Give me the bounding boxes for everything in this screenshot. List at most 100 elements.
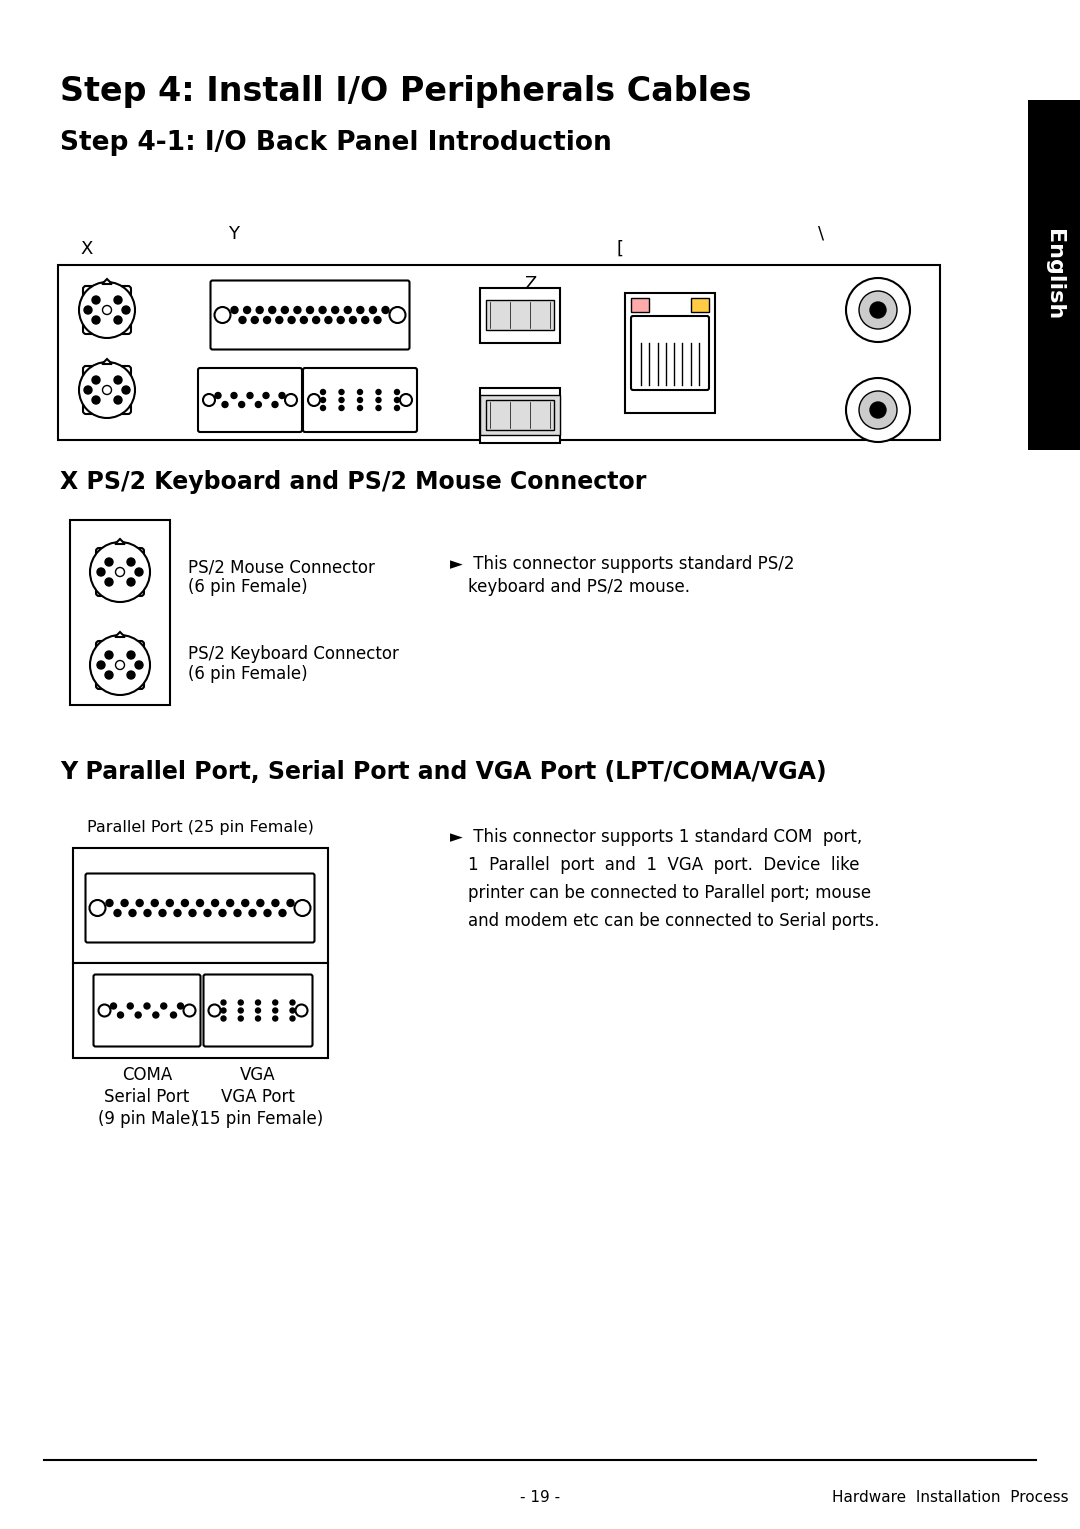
Circle shape [287,899,294,907]
Circle shape [215,307,230,323]
Circle shape [79,362,135,417]
Circle shape [294,306,301,313]
Circle shape [135,661,143,670]
Bar [72,963,327,1058]
Text: (6 pin Female): (6 pin Female) [188,578,308,596]
FancyBboxPatch shape [83,286,131,333]
Circle shape [846,378,910,442]
Circle shape [127,651,135,659]
Circle shape [390,307,405,323]
Circle shape [92,317,100,324]
Circle shape [114,376,122,384]
Circle shape [242,899,248,907]
Bar [70,520,170,705]
Circle shape [204,910,211,916]
Circle shape [222,402,228,408]
Circle shape [92,396,100,404]
Circle shape [870,402,886,417]
Circle shape [382,306,389,313]
Circle shape [256,306,264,313]
Circle shape [312,317,320,324]
Circle shape [151,899,159,907]
Text: Z: Z [524,275,537,294]
Circle shape [234,910,241,916]
Circle shape [374,317,381,324]
Circle shape [319,306,326,313]
Circle shape [376,398,381,402]
Circle shape [105,671,113,679]
Circle shape [127,558,135,566]
Circle shape [321,398,325,402]
Circle shape [308,394,320,407]
Text: X: X [80,240,93,258]
Circle shape [184,1005,195,1017]
Bar [625,294,715,413]
Circle shape [339,398,345,402]
Circle shape [153,1012,159,1018]
Circle shape [239,317,246,324]
Circle shape [256,1015,260,1021]
Circle shape [136,899,144,907]
Polygon shape [102,359,112,364]
FancyBboxPatch shape [83,365,131,414]
Polygon shape [114,540,125,544]
Circle shape [122,306,130,313]
Bar [58,265,940,440]
Circle shape [239,1000,243,1005]
Circle shape [122,385,130,394]
Circle shape [177,1003,184,1009]
Circle shape [356,306,364,313]
Circle shape [337,317,345,324]
Circle shape [97,661,105,670]
Circle shape [212,899,218,907]
Circle shape [106,899,113,907]
Circle shape [116,661,124,670]
Circle shape [394,398,400,402]
Text: Serial Port: Serial Port [105,1089,190,1105]
Circle shape [208,1005,220,1017]
Circle shape [357,398,363,402]
Circle shape [400,394,411,407]
FancyBboxPatch shape [631,317,708,390]
Circle shape [144,910,151,916]
Circle shape [264,910,271,916]
Circle shape [321,390,325,394]
Text: PS/2 Mouse Connector: PS/2 Mouse Connector [188,558,375,576]
Text: [: [ [617,240,624,258]
Circle shape [256,1000,260,1005]
Circle shape [296,1005,308,1017]
Circle shape [249,910,256,916]
Text: ►  This connector supports standard PS/2: ► This connector supports standard PS/2 [450,555,795,573]
FancyBboxPatch shape [96,641,144,690]
Text: (15 pin Female): (15 pin Female) [193,1110,323,1128]
Circle shape [239,402,245,408]
Circle shape [273,1008,278,1014]
Circle shape [300,317,308,324]
Circle shape [159,910,166,916]
Circle shape [227,899,233,907]
Circle shape [307,306,313,313]
Circle shape [394,390,400,394]
Circle shape [325,317,332,324]
Circle shape [376,390,381,394]
Circle shape [231,306,238,313]
Circle shape [197,899,203,907]
Bar [1028,99,1080,450]
Bar [480,387,561,442]
Text: Step 4: Install I/O Peripherals Cables: Step 4: Install I/O Peripherals Cables [60,75,752,109]
Text: PS/2 Keyboard Connector: PS/2 Keyboard Connector [188,645,399,664]
Text: Y: Y [228,225,239,243]
Circle shape [273,1000,278,1005]
Circle shape [144,1003,150,1009]
Text: X PS/2 Keyboard and PS/2 Mouse Connector: X PS/2 Keyboard and PS/2 Mouse Connector [60,469,646,494]
Circle shape [279,910,286,916]
Circle shape [114,910,121,916]
Text: Hardware  Installation  Process: Hardware Installation Process [832,1489,1068,1505]
Circle shape [103,385,111,394]
Polygon shape [102,278,112,284]
Text: (9 pin Male): (9 pin Male) [97,1110,197,1128]
Circle shape [79,281,135,338]
Circle shape [127,671,135,679]
Text: VGA: VGA [240,1066,275,1084]
Circle shape [339,390,345,394]
